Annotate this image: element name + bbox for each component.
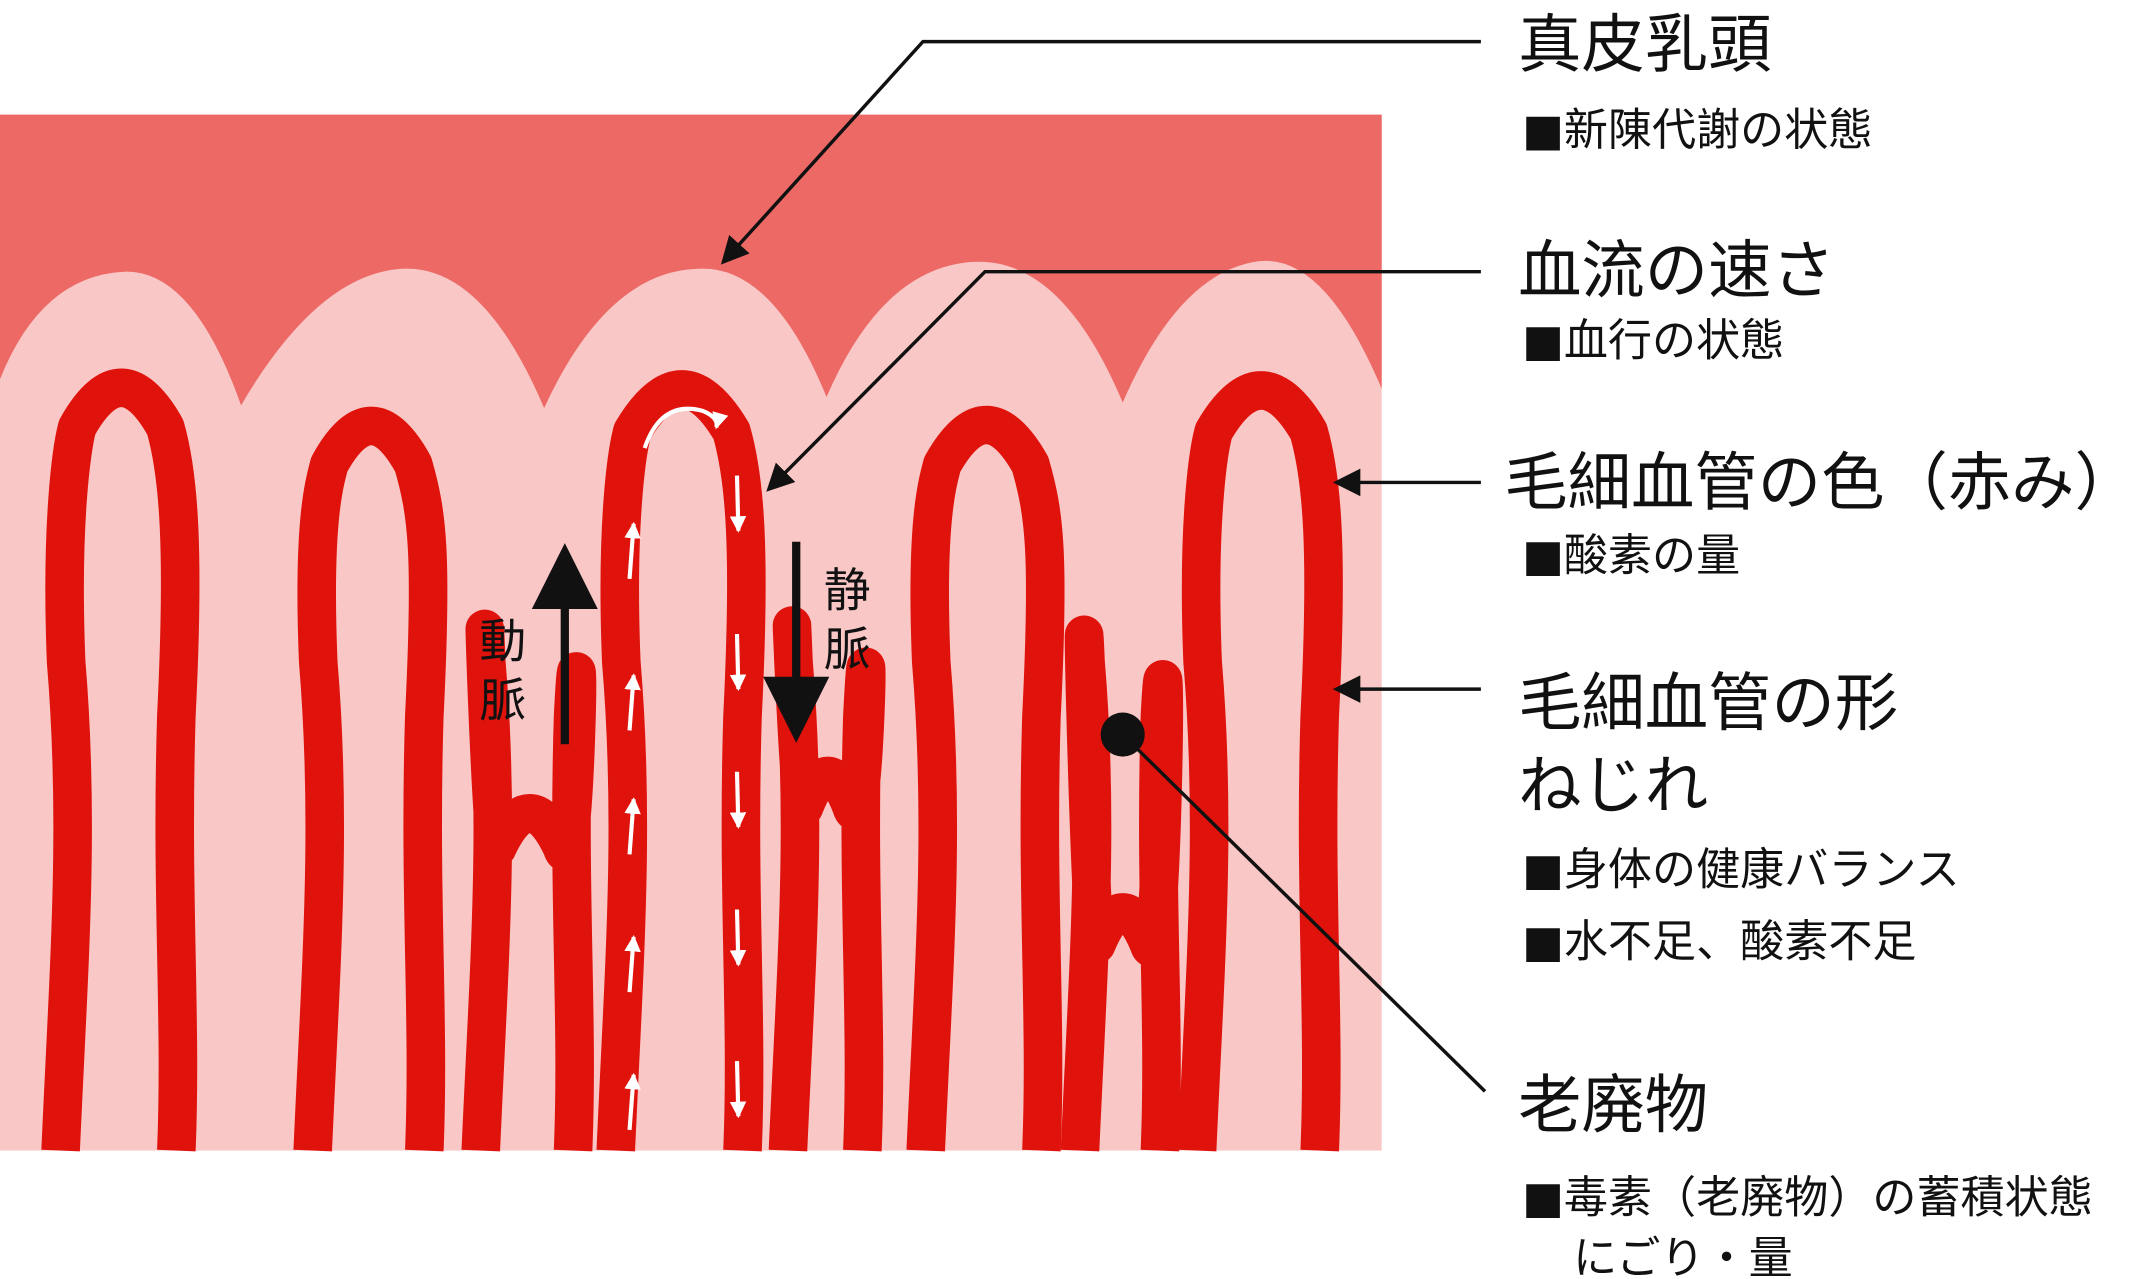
dermis-band xyxy=(0,114,1382,409)
leader-waste xyxy=(1121,733,1487,1093)
flow-arrow-icon xyxy=(729,771,747,829)
capillary-loop xyxy=(768,606,886,1152)
note-flow-speed: ■血行の状態 xyxy=(1522,316,1784,367)
vein-label-2: 脈 xyxy=(824,624,871,678)
leader-papilla xyxy=(720,39,1481,265)
label-waste: 老廃物 xyxy=(1518,1068,1708,1142)
note-papilla: ■新陳代謝の状態 xyxy=(1522,105,1872,156)
capillary-loop xyxy=(41,368,200,1152)
capillary-loop xyxy=(1060,615,1184,1152)
note-waste-2: にごり・量 xyxy=(1573,1233,1793,1279)
label-papilla: 真皮乳頭 xyxy=(1518,7,1771,81)
label-shape: 毛細血管の形 xyxy=(1518,666,1898,740)
capillary-loop xyxy=(293,406,448,1152)
capillary-loop xyxy=(1177,371,1343,1152)
artery-label-2: 脈 xyxy=(479,675,526,729)
flow-arrow-icon xyxy=(729,633,747,692)
capillary-loop xyxy=(906,405,1065,1152)
leader-flow-speed xyxy=(766,269,1481,492)
flow-arrow-icon xyxy=(729,909,747,967)
flow-arrow-icon xyxy=(729,475,747,533)
label-shape-twist: ねじれ xyxy=(1518,749,1708,823)
flow-arrow-icon xyxy=(729,1060,747,1119)
note-shape-1: ■身体の健康バランス xyxy=(1522,845,1959,896)
note-waste-1: ■毒素（老廃物）の蓄積状態 xyxy=(1522,1173,2093,1224)
blood-flow-arrows xyxy=(624,406,747,1131)
label-flow-speed: 血流の速さ xyxy=(1518,233,1835,307)
flow-arrow-icon xyxy=(624,1072,641,1131)
capillary-loops xyxy=(41,368,1343,1152)
flow-arrow-icon xyxy=(624,934,641,993)
flow-arrow-icon xyxy=(624,521,641,580)
capillary-loop xyxy=(461,609,597,1152)
vein-label-1: 静 xyxy=(824,564,871,618)
waste-marker-dot xyxy=(1100,712,1145,757)
note-color: ■酸素の量 xyxy=(1522,531,1740,582)
flow-arrow-icon xyxy=(624,673,641,731)
artery-label-1: 動 xyxy=(479,615,526,669)
flow-arrow-icon xyxy=(642,406,729,449)
label-color: 毛細血管の色（赤み） xyxy=(1504,445,2138,519)
note-shape-2: ■水不足、酸素不足 xyxy=(1522,916,1916,967)
flow-arrow-icon xyxy=(624,797,641,855)
